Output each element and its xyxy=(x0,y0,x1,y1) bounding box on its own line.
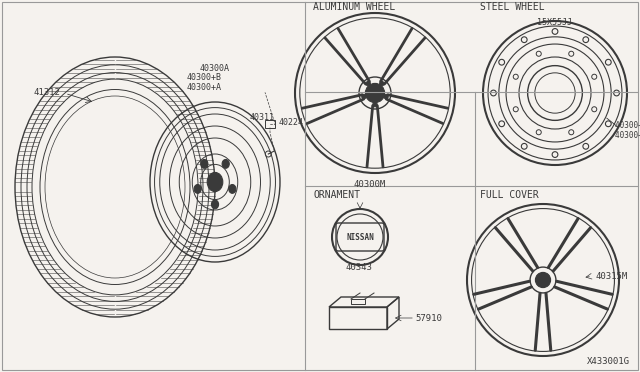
Bar xyxy=(329,307,387,329)
Circle shape xyxy=(362,94,366,99)
Text: 40311: 40311 xyxy=(250,113,275,122)
Text: 40343: 40343 xyxy=(346,263,373,272)
Ellipse shape xyxy=(201,160,208,168)
Text: 15X55JJ: 15X55JJ xyxy=(537,17,572,27)
Circle shape xyxy=(366,81,371,86)
Text: 40300+B (BLACK): 40300+B (BLACK) xyxy=(615,131,640,140)
Ellipse shape xyxy=(207,172,223,192)
Text: 57910: 57910 xyxy=(415,314,442,323)
Circle shape xyxy=(372,102,377,107)
Ellipse shape xyxy=(211,200,219,209)
Text: 40315M: 40315M xyxy=(595,272,627,281)
Text: 40300A: 40300A xyxy=(200,64,230,73)
Ellipse shape xyxy=(194,185,201,193)
Text: ALUMINUM WHEEL: ALUMINUM WHEEL xyxy=(313,2,396,12)
Text: 41312: 41312 xyxy=(33,89,60,97)
Text: NISSAN: NISSAN xyxy=(346,232,374,241)
Bar xyxy=(265,121,275,128)
Text: 40224: 40224 xyxy=(278,118,303,127)
Text: X433001G: X433001G xyxy=(587,357,630,366)
Text: 40300+A (SILVER): 40300+A (SILVER) xyxy=(615,121,640,130)
Text: 40300+B: 40300+B xyxy=(187,73,222,83)
Ellipse shape xyxy=(222,160,229,168)
Circle shape xyxy=(384,94,388,99)
Circle shape xyxy=(380,81,384,86)
Text: STEEL WHEEL: STEEL WHEEL xyxy=(480,2,545,12)
Ellipse shape xyxy=(228,185,236,193)
Text: 40300+A: 40300+A xyxy=(187,83,222,92)
Bar xyxy=(351,299,365,304)
Circle shape xyxy=(365,83,385,103)
Text: ORNAMENT: ORNAMENT xyxy=(313,190,360,200)
Text: FULL COVER: FULL COVER xyxy=(480,190,539,200)
Circle shape xyxy=(536,272,550,288)
Text: 40300M: 40300M xyxy=(353,180,385,189)
